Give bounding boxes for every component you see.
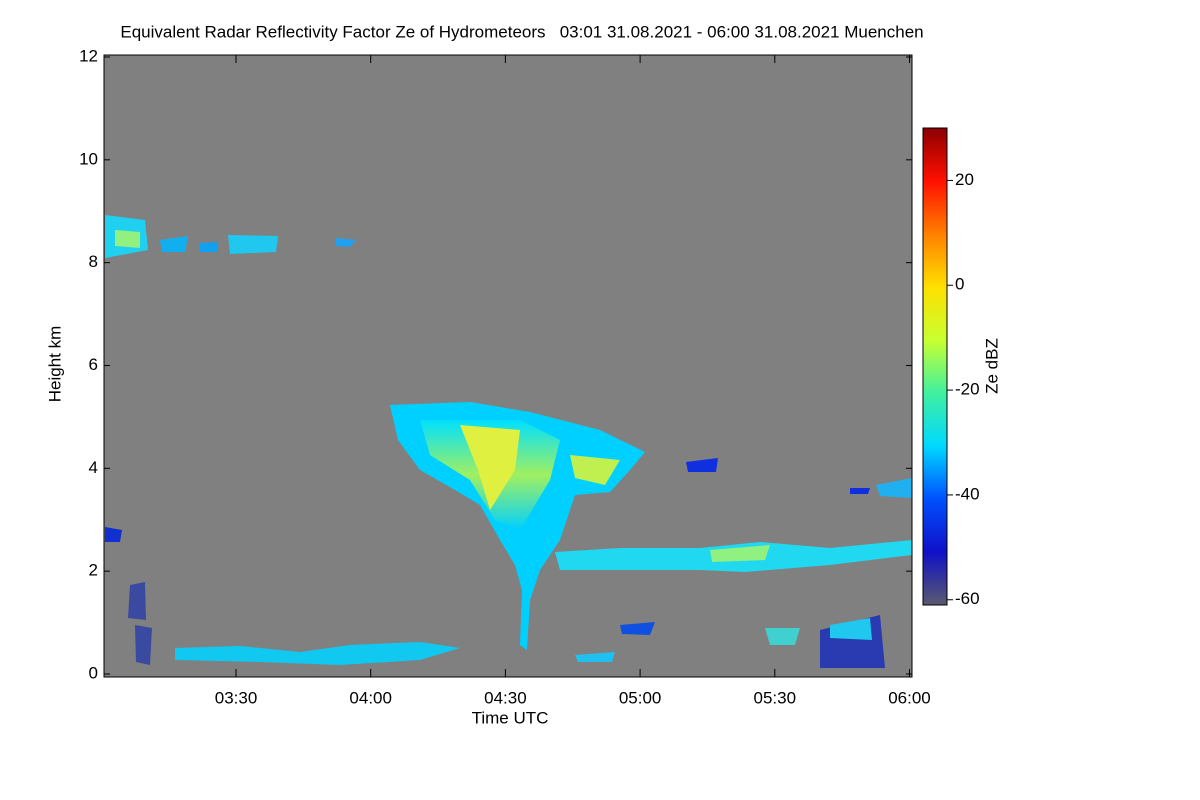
echo (105, 527, 122, 542)
y-tick-label: 0 (89, 663, 98, 682)
echo (575, 652, 615, 662)
y-tick-label: 6 (89, 355, 98, 374)
y-tick-label: 2 (89, 561, 98, 580)
x-tick-label: 03:30 (215, 688, 258, 707)
echo (710, 545, 770, 562)
echo (335, 238, 356, 247)
plot-area (103, 54, 913, 678)
x-tick-label: 06:00 (888, 688, 931, 707)
echo (128, 582, 146, 620)
echo (876, 478, 912, 498)
colorbar-tick-label: 0 (955, 275, 964, 294)
echo (160, 236, 188, 252)
x-tick-label: 05:00 (619, 688, 662, 707)
echo (686, 458, 718, 472)
x-tick-label: 04:00 (349, 688, 392, 707)
colorbar-tick-label: -60 (955, 589, 980, 608)
colorbar-label: Ze dBZ (982, 338, 1001, 394)
colorbar-tick-label: -40 (955, 484, 980, 503)
echo (460, 425, 520, 510)
y-tick-label: 12 (79, 46, 98, 65)
radar-echoes (105, 215, 912, 668)
echo (850, 488, 870, 494)
y-tick-label: 4 (89, 458, 98, 477)
echo (830, 618, 872, 640)
y-tick-label: 10 (79, 149, 98, 168)
x-axis-label: Time UTC (472, 708, 549, 727)
colorbar-tick-label: -20 (955, 380, 980, 399)
echo (570, 455, 620, 485)
echo (135, 625, 152, 665)
echo (620, 622, 655, 635)
echo (200, 242, 218, 252)
y-axis-label: Height km (45, 326, 64, 403)
chart-title: Equivalent Radar Reflectivity Factor Ze … (120, 22, 923, 41)
echo (765, 628, 800, 645)
echo (115, 230, 140, 248)
echo (175, 642, 460, 665)
y-tick-label: 8 (89, 252, 98, 271)
colorbar (922, 127, 948, 606)
x-tick-label: 05:30 (754, 688, 797, 707)
colorbar-tick-label: 20 (955, 170, 974, 189)
x-tick-label: 04:30 (484, 688, 527, 707)
echo (228, 235, 278, 254)
